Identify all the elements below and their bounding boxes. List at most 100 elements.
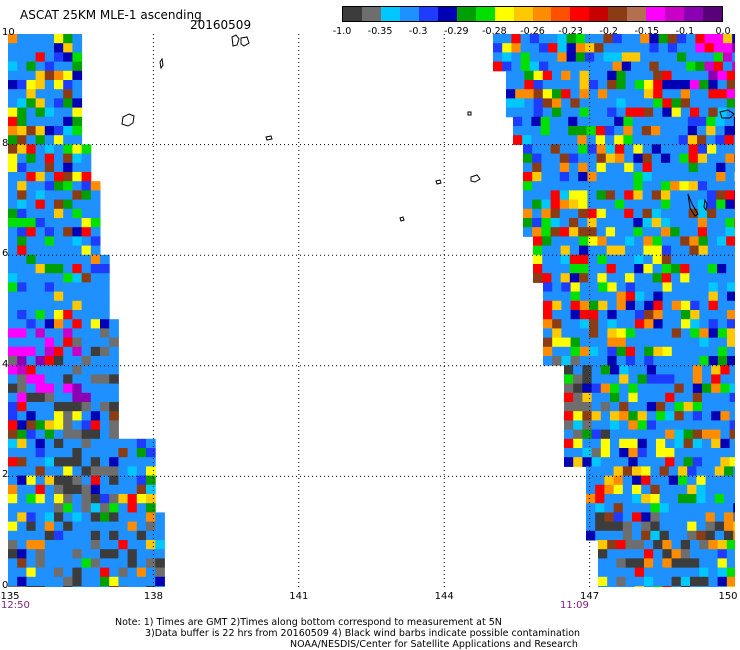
swath-cell-west: [146, 521, 156, 532]
swath-cell-east: [723, 43, 733, 53]
swath-cell-east: [605, 162, 616, 173]
swath-cell-east: [579, 328, 590, 339]
swath-cell-west: [63, 512, 73, 523]
swath-cell-east: [586, 475, 596, 486]
swath-cell-east: [683, 457, 694, 467]
swath-cell-east: [644, 328, 654, 339]
swath-cell-east: [543, 319, 553, 329]
swath-cell-east: [726, 236, 735, 247]
swath-cell-east: [681, 328, 691, 339]
swath-cell-west: [44, 448, 55, 458]
swath-cell-west: [136, 484, 147, 495]
swath-cell-east: [642, 153, 653, 164]
swath-cell-east: [559, 208, 570, 219]
swath-cell-east: [632, 484, 642, 495]
swath-cell-east: [598, 356, 608, 366]
swath-cell-west: [54, 346, 64, 357]
swath-cell-east: [650, 512, 661, 523]
swath-cell-west: [63, 135, 73, 145]
swath-cell-west: [155, 567, 165, 578]
swath-cell-east: [665, 383, 675, 394]
swath-cell-west: [8, 521, 18, 532]
swath-cell-west: [81, 558, 92, 569]
swath-cell-east: [717, 80, 728, 90]
swath-cell-west: [72, 374, 83, 385]
swath-cell-east: [635, 337, 645, 348]
swath-cell-east: [551, 264, 562, 274]
swath-cell-west: [44, 503, 55, 513]
swath-cell-east: [662, 107, 673, 118]
swath-cell-east: [707, 190, 717, 201]
swath-cell-east: [579, 273, 589, 283]
swath-cell-west: [17, 190, 27, 201]
swath-cell-east: [715, 126, 726, 136]
swath-cell-west: [63, 392, 73, 403]
swath-cell-east: [725, 208, 735, 219]
swath-cell-west: [26, 218, 37, 228]
swath-cell-east: [667, 34, 678, 44]
swath-cell-west: [72, 356, 83, 366]
swath-cell-east: [696, 521, 707, 532]
swath-cell-west: [26, 70, 37, 81]
swath-cell-west: [81, 540, 92, 550]
swath-cell-east: [641, 484, 651, 495]
swath-cell-west: [44, 365, 55, 375]
swath-cell-west: [72, 264, 83, 274]
swath-cell-east: [642, 172, 653, 182]
swath-cell-east: [670, 199, 680, 210]
swath-cell-east: [632, 512, 642, 523]
swath-cell-west: [17, 356, 27, 366]
swath-cell-east: [690, 89, 700, 99]
swath-cell-east: [723, 34, 733, 44]
swath-cell-west: [100, 337, 110, 348]
swath-cell-east: [615, 172, 625, 182]
swath-cell-west: [63, 365, 73, 375]
swath-cell-east: [575, 34, 586, 44]
swath-cell-east: [670, 218, 680, 228]
swath-cell-east: [569, 190, 579, 201]
swath-cell-west: [63, 153, 73, 164]
swath-cell-east: [579, 346, 590, 357]
swath-cell-west: [17, 429, 27, 440]
swath-cell-west: [100, 549, 110, 559]
swath-cell-east: [692, 402, 703, 412]
swath-cell-west: [54, 273, 64, 283]
swath-cell-east: [671, 558, 682, 569]
swath-cell-west: [63, 586, 73, 587]
swath-cell-east: [579, 107, 590, 118]
swath-cell-east: [650, 530, 661, 541]
swath-cell-east: [591, 383, 602, 394]
swath-cell-east: [679, 172, 690, 182]
swath-cell-east: [559, 181, 570, 191]
swath-cell-east: [720, 383, 731, 394]
swath-cell-east: [683, 383, 694, 394]
swath-cell-west: [54, 466, 64, 477]
swath-cell-east: [671, 337, 682, 348]
swath-cell-west: [35, 80, 46, 90]
swath-cell-west: [17, 264, 27, 274]
swath-cell-east: [594, 61, 604, 72]
swath-cell-east: [726, 549, 735, 559]
swath-cell-west: [8, 218, 18, 228]
swath-cell-east: [607, 549, 617, 559]
swath-cell-east: [660, 126, 670, 136]
swath-cell-east: [699, 558, 709, 569]
swath-time-left: 12:50: [1, 600, 30, 611]
swath-cell-east: [729, 402, 735, 412]
swath-cell-west: [44, 98, 55, 109]
swath-cell-east: [624, 153, 634, 164]
swath-cell-west: [54, 282, 64, 293]
swath-cell-east: [610, 438, 620, 449]
swath-cell-east: [607, 291, 618, 302]
swath-cell-east: [550, 172, 561, 182]
swath-cell-east: [573, 402, 583, 412]
swath-cell-east: [582, 392, 593, 403]
swath-cell-west: [26, 356, 37, 366]
swath-cell-east: [715, 135, 726, 145]
swath-cell-west: [35, 475, 46, 486]
swath-cell-west: [26, 346, 37, 357]
swath-cell-east: [653, 98, 663, 109]
swath-cell-east: [586, 503, 596, 513]
swath-cell-east: [674, 365, 685, 375]
swath-cell-east: [621, 61, 632, 72]
